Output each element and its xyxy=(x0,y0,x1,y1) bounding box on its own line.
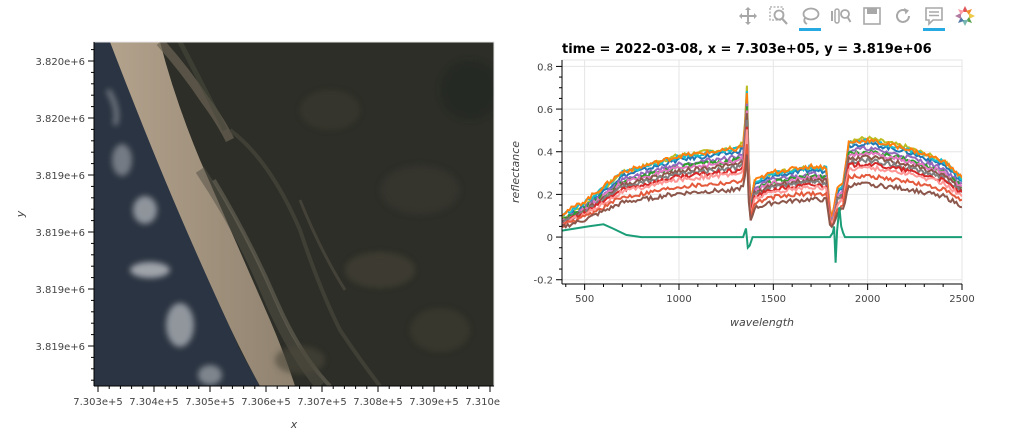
spectrum-line xyxy=(562,103,962,224)
lasso-select-icon xyxy=(802,7,820,25)
spectrum-plot: time = 2022-03-08, x = 7.303e+05, y = 3.… xyxy=(509,42,975,329)
pan-icon xyxy=(739,7,757,25)
x-tick-label: 500 xyxy=(575,294,594,305)
y-axis-label: reflectance xyxy=(509,141,522,203)
image-axes: 7.303e+5 7.304e+5 7.305e+5 7.306e+5 7.307e+5… xyxy=(35,42,500,408)
x-axis-label: wavelength xyxy=(730,316,794,329)
y-tick-label: 3.820e+6 xyxy=(35,57,85,68)
x-tick-label: 1000 xyxy=(666,294,691,305)
hover-tool[interactable] xyxy=(921,3,947,31)
chart-title: time = 2022-03-08, x = 7.303e+05, y = 3.… xyxy=(562,42,932,57)
box-zoom-tool[interactable] xyxy=(766,3,792,29)
y-tick-label: 0.2 xyxy=(537,190,553,201)
spectrum-line xyxy=(562,110,962,224)
spectrum-line xyxy=(562,144,962,228)
box-zoom-icon xyxy=(769,6,788,25)
y-tick-label: 3.819e+6 xyxy=(35,342,85,353)
x-tick-label: 7.304e+5 xyxy=(129,397,179,408)
wheel-zoom-tool[interactable] xyxy=(828,3,854,29)
x-axis-label: x xyxy=(290,418,298,431)
y-tick-label: 3.819e+6 xyxy=(35,285,85,296)
water-spectrum-line xyxy=(562,207,962,263)
bokeh-logo[interactable] xyxy=(952,3,978,29)
pan-tool[interactable] xyxy=(735,3,761,29)
x-tick-label: 1500 xyxy=(761,294,786,305)
x-tick-label: 7.310e+5 xyxy=(465,397,500,408)
spectrum-line xyxy=(562,92,962,218)
y-tick-label: 0.6 xyxy=(537,105,553,116)
lasso-select-tool[interactable] xyxy=(797,3,823,31)
x-tick-label: 7.309e+5 xyxy=(409,397,459,408)
x-tick-label: 7.305e+5 xyxy=(185,397,235,408)
spectrum-series xyxy=(562,85,962,263)
x-tick-label: 7.307e+5 xyxy=(297,397,347,408)
satellite-image[interactable] xyxy=(94,42,500,386)
reset-tool[interactable] xyxy=(890,3,916,29)
hover-icon xyxy=(925,7,943,26)
x-tick-label: 7.308e+5 xyxy=(353,397,403,408)
x-tick-label: 2500 xyxy=(949,294,974,305)
y-tick-label: 3.819e+6 xyxy=(35,171,85,182)
reset-icon xyxy=(896,8,910,23)
y-tick-label: 3.819e+6 xyxy=(35,228,85,239)
y-tick-label: 3.820e+6 xyxy=(35,114,85,125)
spectrum-line xyxy=(562,129,962,228)
x-tick-label: 2000 xyxy=(855,294,880,305)
chart-axes: 500 1000 1500 2000 2500 -0.2 0 0.2 0.4 0.6 0.8 xyxy=(533,60,975,305)
bokeh-logo-icon xyxy=(955,6,975,26)
y-tick-label: 0 xyxy=(547,233,553,244)
plot-toolbar xyxy=(735,3,983,31)
image-plot: 7.303e+5 7.304e+5 7.305e+5 7.306e+5 7.307e+5… xyxy=(14,41,500,431)
y-tick-label: 0.8 xyxy=(537,62,553,73)
spectrum-line xyxy=(562,95,962,224)
y-tick-label: 0.4 xyxy=(537,148,553,159)
x-tick-label: 7.306e+5 xyxy=(241,397,291,408)
save-icon xyxy=(863,7,881,25)
x-tick-label: 7.303e+5 xyxy=(73,397,123,408)
y-axis-label: y xyxy=(14,210,27,218)
y-tick-label: -0.2 xyxy=(533,276,553,287)
spectrum-line xyxy=(562,154,962,229)
wheel-zoom-icon xyxy=(831,8,852,24)
save-tool[interactable] xyxy=(859,3,885,29)
